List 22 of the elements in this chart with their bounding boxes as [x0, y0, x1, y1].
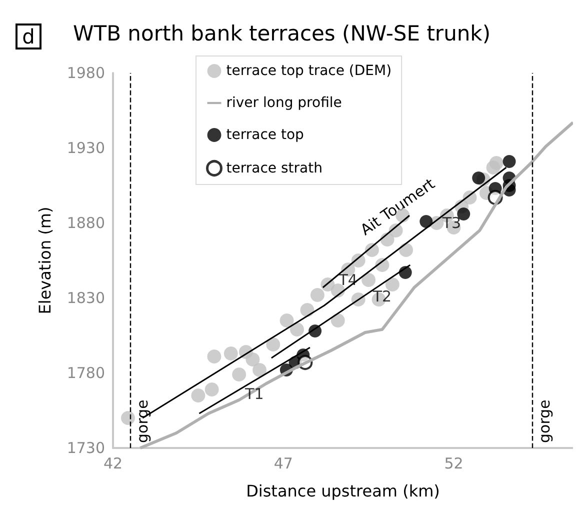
ref-line-label: gorge [134, 400, 152, 443]
ref-line-label: gorge [536, 400, 554, 443]
y-axis-title: Elevation (m) [36, 206, 54, 314]
legend-label: terrace top trace (DEM) [226, 63, 392, 79]
annotation: T1 [244, 385, 264, 403]
y-tick-label: 1830 [66, 289, 105, 307]
legend-label: terrace top [226, 127, 304, 143]
x-tick-label: 47 [274, 454, 293, 472]
x-tick-label: 52 [444, 454, 464, 472]
y-tick-label: 1730 [66, 439, 105, 457]
x-tick-label: 42 [103, 454, 123, 472]
y-tick-label: 1780 [66, 364, 105, 382]
legend-label: river long profile [226, 95, 342, 111]
y-tick-label: 1980 [66, 64, 105, 82]
text: d [22, 24, 35, 48]
legend-label: terrace strath [226, 160, 322, 176]
y-tick-label: 1930 [66, 139, 105, 157]
annotation: T2 [372, 288, 392, 306]
y-tick-label: 1880 [66, 214, 105, 232]
annotation: T3 [441, 214, 462, 232]
chart-title: WTB north bank terraces (NW-SE trunk) [73, 22, 491, 46]
x-axis-title: Distance upstream (km) [246, 482, 440, 500]
